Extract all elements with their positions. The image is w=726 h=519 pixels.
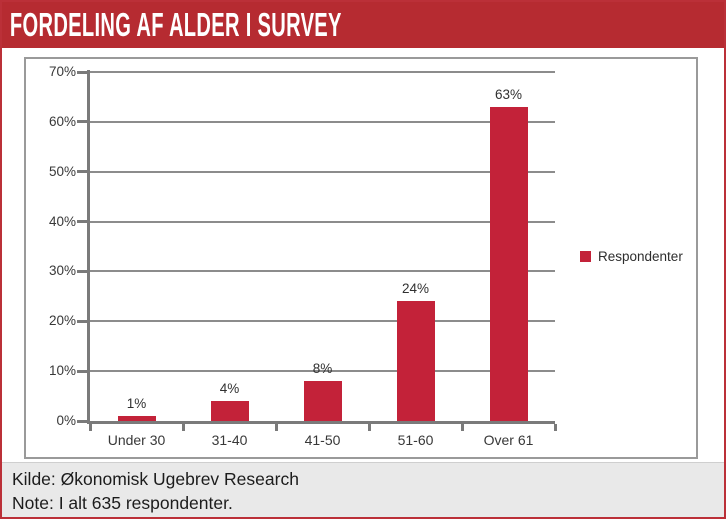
gridline [90,71,555,73]
bar-value-label: 4% [219,381,240,397]
x-axis-line [87,421,555,424]
gridline [90,120,555,123]
y-tick-label: 60% [48,113,76,129]
bar [303,381,342,421]
bar [489,106,528,421]
x-tick-label: 31-40 [211,432,248,448]
x-tick-label: Over 61 [483,432,534,448]
source-line: Kilde: Økonomisk Ugebrev Research [12,469,299,489]
y-tick-label: 0% [56,413,76,428]
y-axis-tick [77,319,87,323]
y-tick-label: 20% [48,313,76,329]
y-tick-label: 30% [48,263,76,279]
gridline [90,170,555,173]
title-banner: FORDELING AF ALDER I SURVEY [2,2,724,48]
gridline [90,270,555,273]
y-axis-tick [77,70,87,74]
x-axis-tick [181,424,185,431]
legend-label: Respondenter [598,249,683,264]
bar [210,401,249,421]
note-line: Note: I alt 635 respondenter. [12,493,233,514]
legend: Respondenter [580,249,683,264]
y-axis-line [87,70,90,424]
x-tick-label: 51-60 [397,432,434,448]
x-axis-tick [367,424,371,431]
y-axis-tick [77,269,87,273]
bar [396,301,435,421]
y-tick-label: 40% [48,213,76,229]
bar-value-label: 1% [126,396,147,412]
y-axis-tick [77,419,87,423]
x-tick-label: Under 30 [107,432,166,448]
y-tick-label: 70% [48,64,76,79]
footer: Kilde: Økonomisk Ugebrev Research Note: … [2,462,724,517]
bar [117,416,156,421]
x-axis-tick [274,424,278,431]
y-tick-label: 10% [48,363,76,379]
legend-marker-square [580,251,591,262]
x-tick-label: 41-50 [304,432,341,448]
y-tick-label: 50% [48,163,76,179]
x-axis-tick [88,424,92,431]
x-axis-tick [460,424,464,431]
bar-value-label: 63% [494,86,523,102]
y-axis-tick [77,369,87,373]
gridline [90,370,555,373]
bar-value-label: 8% [312,361,333,377]
chart-container: 0% 10% 20% 30% 40% 50% 60% 70% 1% Under 30 4% 31-40… [24,57,698,459]
y-axis-tick [77,170,87,174]
x-axis-tick [553,424,557,431]
plot-area: 0% 10% 20% 30% 40% 50% 60% 70% 1% Under 30 4% 31-40… [49,64,557,448]
gridline [90,220,555,223]
y-axis-tick [77,220,87,224]
page-title: FORDELING AF ALDER I SURVEY [9,6,342,43]
y-axis-tick [77,120,87,124]
bar-value-label: 24% [401,281,430,297]
gridline [90,320,555,323]
